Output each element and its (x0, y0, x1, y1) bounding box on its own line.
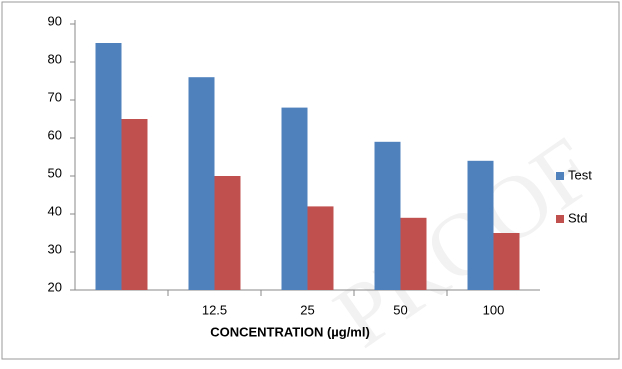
bar (307, 206, 334, 290)
bar (121, 119, 148, 290)
legend-swatch (556, 172, 564, 180)
y-tick-label: 30 (48, 241, 62, 256)
y-tick-label: 50 (48, 165, 62, 180)
y-tick-label: 40 (48, 203, 62, 218)
bar (400, 217, 427, 290)
y-tick-label: 90 (48, 13, 62, 28)
y-tick-label: 20 (48, 279, 62, 294)
legend-label: Std (568, 210, 588, 225)
legend-swatch (556, 215, 564, 223)
x-axis-title: CONCENTRATION (µg/ml) (210, 324, 370, 339)
bar (214, 176, 241, 290)
y-tick-label: 70 (48, 89, 62, 104)
bar (374, 141, 401, 290)
bar (467, 160, 494, 290)
x-tick-label: 25 (300, 302, 314, 317)
bar (95, 43, 122, 290)
x-tick-label: 50 (393, 302, 407, 317)
bar (493, 233, 520, 290)
y-tick-label: 60 (48, 127, 62, 142)
bar (281, 107, 308, 290)
bar (188, 77, 215, 290)
x-tick-label: 12.5 (202, 302, 227, 317)
x-tick-label: 100 (483, 302, 505, 317)
legend-label: Test (568, 167, 592, 182)
y-tick-label: 80 (48, 51, 62, 66)
